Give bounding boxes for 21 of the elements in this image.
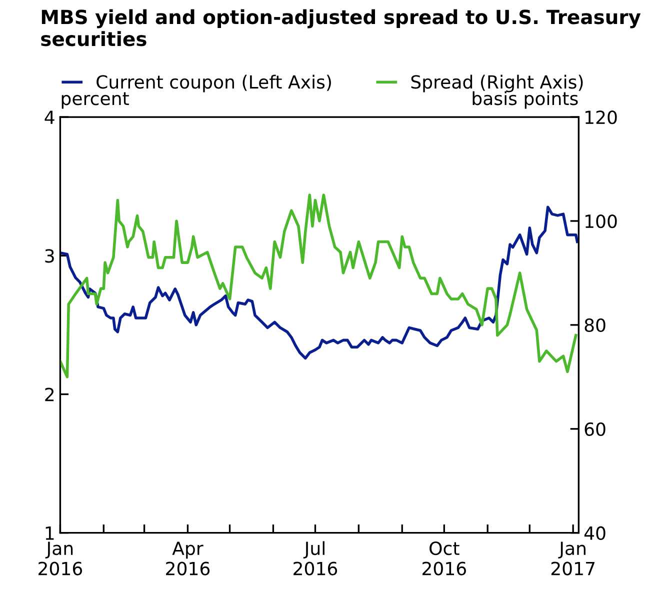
x-tick-label: Jan 2017 [551,542,595,576]
x-tick-label: Oct 2016 [422,541,466,576]
y-tick-label: 2 [45,388,54,402]
y-tick-label: 4 [44,110,54,124]
x-tick-label: Apr 2016 [166,542,210,576]
y2-axis-title: basis points [472,91,578,109]
x-tick-label: Jan 2016 [38,542,82,576]
legend-label: Current coupon (Left Axis) [96,74,331,92]
y2-tick-label: 100 [586,214,617,228]
line-series [60,194,578,378]
legend-label: Spread (Right Axis) [411,74,583,92]
y-tick-label: 3 [45,249,54,263]
y-axis-title: percent [62,92,129,109]
y-tick-label: 1 [46,526,54,540]
y2-tick-label: 60 [584,422,606,436]
chart-title: MBS yield and option-adjusted spread to U.S. Treasury securities [41,9,641,46]
line-series [60,206,579,360]
y2-tick-label: 40 [584,526,606,540]
y2-tick-label: 80 [584,318,606,332]
y2-tick-label: 120 [586,110,617,124]
x-tick-label: Jul 2016 [294,541,338,576]
